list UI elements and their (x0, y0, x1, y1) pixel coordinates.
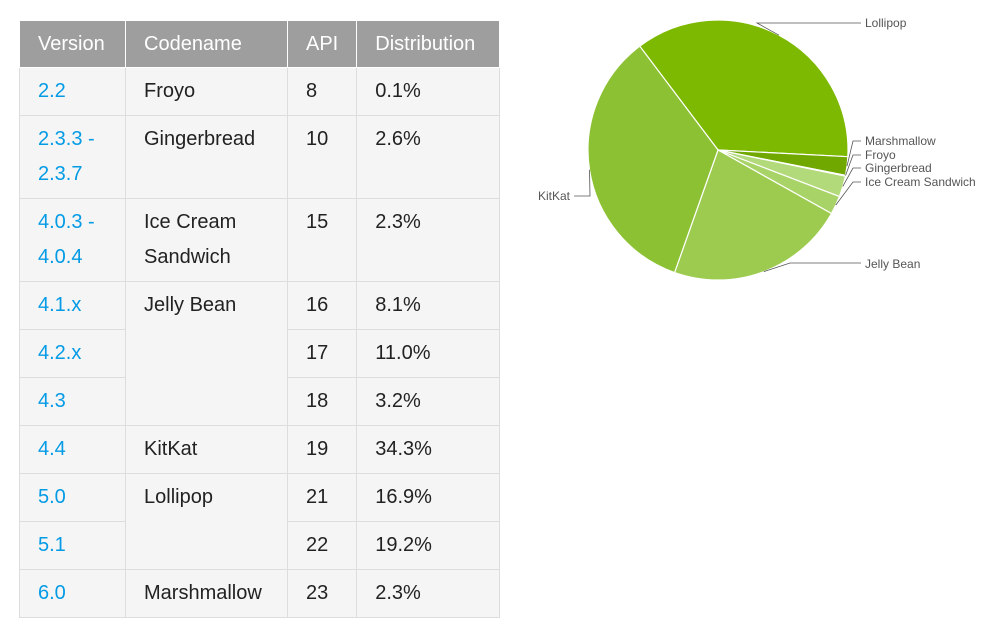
distribution-cell: 8.1% (356, 281, 501, 330)
leader-line-froyo (845, 154, 861, 176)
pie-chart-container: Lollipop Marshmallow Froyo Gingerbread Ice C… (520, 0, 996, 300)
leader-line-kitkat (574, 169, 591, 197)
header-api: API (286, 20, 358, 68)
leader-line-marshmallow (846, 140, 861, 167)
version-link[interactable]: 5.0 (19, 473, 126, 522)
pie-label-lollipop: Lollipop (865, 16, 907, 30)
api-cell: 19 (286, 425, 358, 474)
table-row: 4.4 KitKat 19 34.3% (19, 425, 501, 474)
table-row: 4.1.x Jelly Bean 16 8.1% (19, 281, 501, 426)
distribution-cell: 3.2% (356, 377, 501, 426)
table-row: 2.2 Froyo 8 0.1% (19, 67, 501, 116)
distribution-table: Version Codename API Distribution 2.2 Fr… (19, 20, 501, 618)
codename-cell: Jelly Bean (125, 281, 288, 426)
pie-label-froyo: Froyo (865, 148, 896, 162)
header-distribution: Distribution (356, 20, 501, 68)
header-version: Version (19, 20, 126, 68)
pie-slice-jelly-bean (673, 149, 833, 281)
version-link[interactable]: 5.1 (19, 521, 126, 570)
codename-cell: Lollipop (125, 473, 288, 570)
version-link[interactable]: 6.0 (19, 569, 126, 618)
codename-cell: KitKat (125, 425, 288, 474)
api-cell: 21 (286, 473, 358, 522)
header-codename: Codename (125, 20, 288, 68)
table-row: 4.0.3 - 4.0.4 Ice Cream Sandwich 15 2.3% (19, 198, 501, 282)
codename-cell: Ice Cream Sandwich (125, 198, 288, 282)
table-header-row: Version Codename API Distribution (19, 20, 501, 68)
distribution-cell: 0.1% (356, 67, 501, 116)
api-cell: 23 (286, 569, 358, 618)
codename-cell: Marshmallow (125, 569, 288, 618)
pie-label-jelly-bean: Jelly Bean (865, 257, 920, 271)
distribution-cell: 16.9% (356, 473, 501, 522)
distribution-cell: 19.2% (356, 521, 501, 570)
version-link[interactable]: 4.3 (19, 377, 126, 426)
version-link[interactable]: 2.2 (19, 67, 126, 116)
leader-line-lollipop (755, 22, 861, 36)
leader-line-jelly-bean (763, 262, 861, 273)
table-row: 4.2.x 17 11.0% (19, 329, 501, 378)
pie-label-ice-cream-sandwich: Ice Cream Sandwich (865, 175, 976, 189)
pie-label-gingerbread: Gingerbread (865, 161, 932, 175)
distribution-cell: 2.6% (356, 115, 501, 199)
pie-slice-kitkat (587, 45, 719, 274)
version-link[interactable]: 2.3.3 - 2.3.7 (19, 115, 126, 199)
table-row: 5.1 22 19.2% (19, 521, 501, 570)
table-row: 2.3.3 - 2.3.7 Gingerbread 10 2.6% (19, 115, 501, 199)
distribution-cell: 2.3% (356, 198, 501, 282)
api-cell: 15 (286, 198, 358, 282)
version-link[interactable]: 4.2.x (19, 329, 126, 378)
table-row: 4.3 18 3.2% (19, 377, 501, 426)
leader-line-gingerbread (842, 167, 861, 187)
table-row: 5.0 Lollipop 21 16.9% (19, 473, 501, 570)
leader-line-ice-cream-sandwich (835, 181, 861, 206)
version-link[interactable]: 4.0.3 - 4.0.4 (19, 198, 126, 282)
pie-slice-lollipop (638, 19, 849, 158)
version-link[interactable]: 4.4 (19, 425, 126, 474)
api-cell: 16 (286, 281, 358, 330)
codename-cell: Froyo (125, 67, 288, 116)
codename-cell: Gingerbread (125, 115, 288, 199)
api-cell: 22 (286, 521, 358, 570)
api-cell: 10 (286, 115, 358, 199)
api-cell: 18 (286, 377, 358, 426)
distribution-cell: 2.3% (356, 569, 501, 618)
pie-label-marshmallow: Marshmallow (865, 134, 936, 148)
api-cell: 8 (286, 67, 358, 116)
distribution-cell: 34.3% (356, 425, 501, 474)
pie-label-kitkat: KitKat (538, 189, 571, 203)
version-link[interactable]: 4.1.x (19, 281, 126, 330)
table-row: 6.0 Marshmallow 23 2.3% (19, 569, 501, 618)
distribution-cell: 11.0% (356, 329, 501, 378)
api-cell: 17 (286, 329, 358, 378)
